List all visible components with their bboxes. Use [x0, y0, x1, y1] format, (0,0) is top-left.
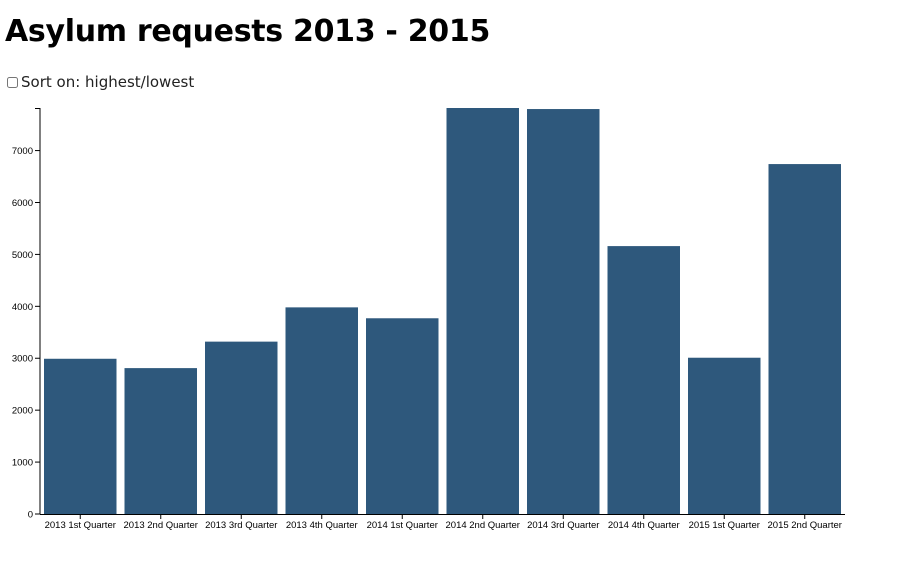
x-tick-label-2: 2013 3rd Quarter — [205, 520, 277, 531]
y-tick-label-5: 5000 — [12, 250, 33, 261]
bar-7 — [607, 246, 680, 514]
x-tick-label-8: 2015 1st Quarter — [689, 520, 760, 531]
x-tick-label-5: 2014 2nd Quarter — [446, 520, 520, 531]
y-tick-label-1: 1000 — [12, 458, 33, 469]
y-axis: 0 1000 2000 3000 4000 5000 6000 7000 — [12, 108, 41, 521]
x-tick-label-1: 2013 2nd Quarter — [124, 520, 198, 531]
y-tick-label-4: 4000 — [12, 302, 33, 313]
bar-6 — [527, 109, 600, 514]
bar-3 — [285, 307, 358, 514]
bar-8 — [688, 357, 761, 514]
sort-checkbox[interactable] — [7, 76, 18, 88]
bar-4 — [366, 318, 439, 514]
y-tick-label-3: 3000 — [12, 354, 33, 365]
bar-1 — [124, 368, 197, 514]
x-tick-label-9: 2015 2nd Quarter — [768, 520, 842, 531]
x-tick-label-7: 2014 4th Quarter — [608, 520, 680, 531]
bar-2 — [205, 341, 278, 514]
bar-0 — [44, 358, 117, 514]
y-tick-label-6: 6000 — [12, 198, 33, 209]
y-tick-label-2: 2000 — [12, 406, 33, 417]
x-axis: 2013 1st Quarter 2013 2nd Quarter 2013 3rd… — [40, 514, 845, 531]
page-title: Asylum requests 2013 - 2015 — [5, 14, 491, 49]
x-tick-label-3: 2013 4th Quarter — [286, 520, 358, 531]
x-tick-label-0: 2013 1st Quarter — [45, 520, 116, 531]
y-tick-label-7: 7000 — [12, 146, 33, 157]
sort-toggle[interactable]: Sort on: highest/lowest — [7, 73, 194, 91]
sort-label: Sort on: highest/lowest — [21, 73, 195, 91]
bars-group — [44, 108, 841, 515]
bar-9 — [768, 164, 841, 515]
x-tick-label-4: 2014 1st Quarter — [367, 520, 438, 531]
y-tick-label-0: 0 — [28, 510, 33, 521]
x-tick-label-6: 2014 3rd Quarter — [527, 520, 599, 531]
bar-5 — [446, 108, 519, 514]
